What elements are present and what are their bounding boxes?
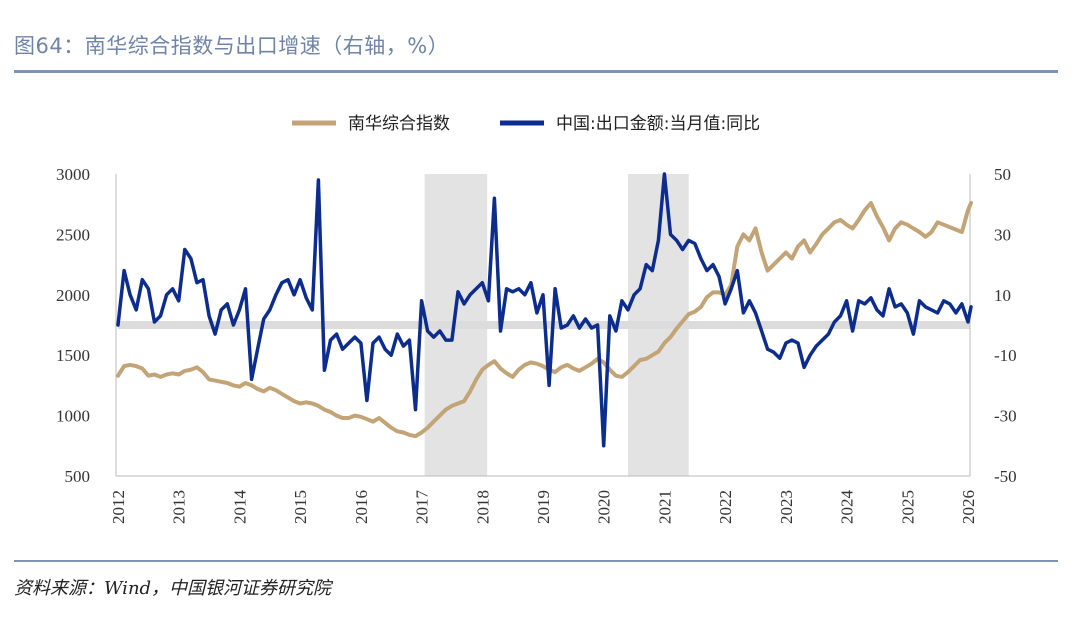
x-tick-label: 2016 [352,490,371,524]
right-axis-labels: 50 30 10 -10 -30 -50 [994,165,1017,486]
x-tick-label: 2026 [959,490,978,524]
left-tick-label: 500 [65,467,91,486]
x-tick-label: 2017 [413,490,432,525]
x-tick-label: 2014 [230,490,249,525]
left-tick-label: 1500 [56,346,90,365]
left-tick-label: 2000 [56,286,90,305]
legend-label-nanhua: 南华综合指数 [348,114,450,134]
source-rule [14,560,1058,562]
x-tick-label: 2018 [473,490,492,524]
x-tick-label: 2019 [534,490,553,524]
left-tick-label: 1000 [56,407,90,426]
x-tick-label: 2023 [777,490,796,524]
series-line-export [116,172,973,448]
x-axis-labels: 2012 2013 2014 2015 2016 2017 2018 2019 2020 2021… [109,490,978,525]
right-tick-label: 10 [994,286,1011,305]
x-tick-label: 2012 [109,490,128,524]
series-line-nanhua [116,201,973,439]
legend-label-export: 中国:出口金额:当月值:同比 [556,114,760,134]
right-tick-label: -10 [994,346,1017,365]
title-rule [14,70,1058,73]
x-tick-label: 2024 [838,490,857,525]
right-tick-label: 30 [994,225,1011,244]
series-group [116,172,973,448]
x-tick-label: 2022 [716,490,735,524]
x-tick-label: 2013 [170,490,189,524]
legend: 南华综合指数 中国:出口金额:当月值:同比 [292,114,760,134]
x-tick-label: 2020 [595,490,614,524]
source-note: 资料来源：Wind，中国银河证券研究院 [14,578,332,599]
left-tick-label: 3000 [56,165,90,184]
right-tick-label: 50 [994,165,1011,184]
figure-title: 图64：南华综合指数与出口增速（右轴，%） [14,34,450,58]
right-tick-label: -50 [994,467,1017,486]
right-tick-label: -30 [994,407,1017,426]
x-tick-label: 2021 [655,490,674,524]
left-tick-label: 2500 [56,225,90,244]
x-tick-label: 2025 [898,490,917,524]
x-tick-label: 2015 [291,490,310,524]
left-axis-labels: 3000 2500 2000 1500 1000 500 [56,165,90,486]
